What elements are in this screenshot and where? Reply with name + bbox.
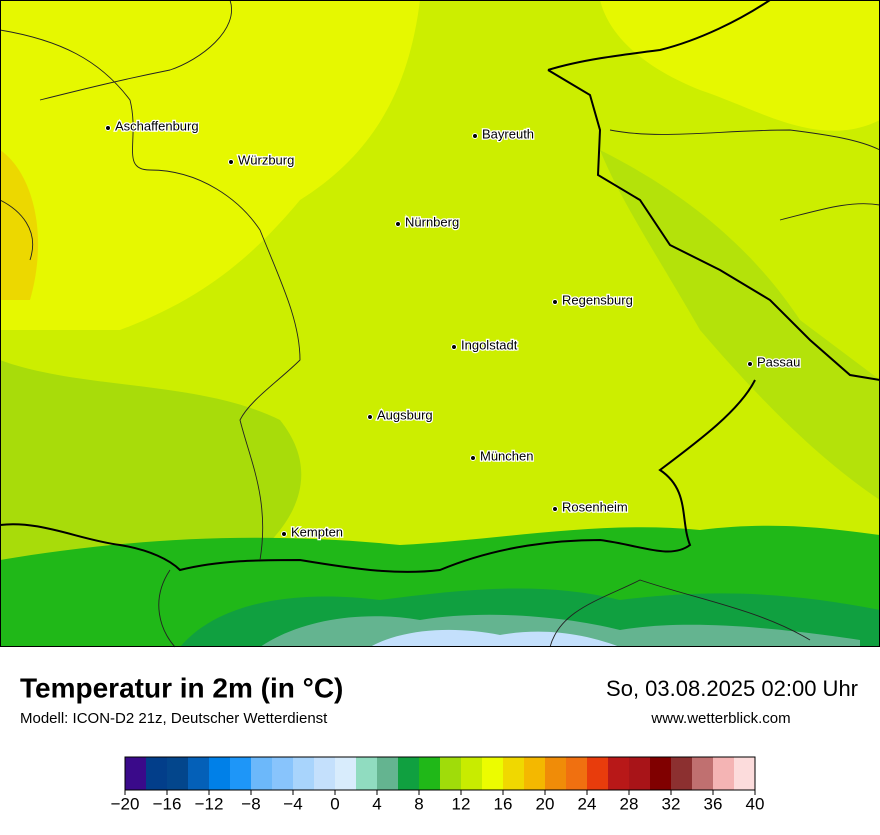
tick-label: 16: [494, 794, 513, 813]
tick-label: 36: [704, 794, 723, 813]
mild-region: [0, 360, 302, 570]
color-swatch: [272, 757, 294, 790]
city-dot: [472, 133, 478, 139]
city-label: München: [480, 448, 533, 463]
mild-region: [600, 150, 880, 500]
city-label: Nürnberg: [405, 214, 459, 229]
country-border: [547, 69, 880, 381]
color-swatch: [230, 757, 252, 790]
tick-label: 32: [662, 794, 681, 813]
color-swatch: [671, 757, 693, 790]
color-swatch: [461, 757, 483, 790]
city-dot: [281, 531, 287, 537]
city-labels: Aschaffenburg Würzburg Bayreuth Nürnberg Reg…: [105, 117, 802, 541]
tick-label: −8: [241, 794, 260, 813]
city-dot: [367, 414, 373, 420]
color-swatch: [314, 757, 336, 790]
tick-label: 28: [620, 794, 639, 813]
warm-region: [600, 0, 880, 131]
title: Temperatur in 2m (in °C): [20, 672, 343, 703]
date: So, 03.08.2025 02:00 Uhr: [606, 676, 858, 701]
color-swatch: [419, 757, 441, 790]
color-swatch: [587, 757, 609, 790]
city-dot: [228, 159, 234, 165]
color-swatch: [692, 757, 714, 790]
city-label: Rosenheim: [562, 499, 628, 514]
city-label: Ingolstadt: [461, 337, 518, 352]
city-label: Aschaffenburg: [115, 118, 199, 133]
warm-region: [0, 0, 420, 330]
color-swatch: [188, 757, 210, 790]
color-swatch: [377, 757, 399, 790]
city-dot: [105, 125, 111, 131]
color-swatch: [713, 757, 735, 790]
colorbar: −20 −16 −12 −8 −4 0 4 8 12 16 20 24 28 32 36 40: [111, 756, 765, 813]
state-border: [0, 29, 301, 561]
color-swatch: [146, 757, 168, 790]
city-dot: [470, 455, 476, 461]
city-dot: [747, 361, 753, 367]
subtitle: Modell: ICON-D2 21z, Deutscher Wetterdie…: [20, 710, 328, 727]
color-swatch: [167, 757, 189, 790]
city-label: Kempten: [291, 524, 343, 539]
color-swatch: [629, 757, 651, 790]
tick-label: 20: [536, 794, 555, 813]
map: [0, 0, 880, 648]
city-label: Bayreuth: [482, 126, 534, 141]
color-swatch: [335, 757, 357, 790]
color-swatch: [398, 757, 420, 790]
tick-label: −16: [153, 794, 182, 813]
state-border: [779, 203, 880, 221]
state-border: [609, 129, 880, 151]
tick-label: 4: [372, 794, 381, 813]
state-border: [549, 579, 811, 648]
source: www.wetterblick.com: [650, 710, 790, 727]
color-swatch: [650, 757, 672, 790]
state-border: [0, 199, 34, 261]
country-border: [0, 379, 756, 573]
city-dot: [451, 344, 457, 350]
color-swatch: [125, 757, 147, 790]
state-border: [39, 0, 232, 101]
tick-label: 0: [330, 794, 339, 813]
country-border: [547, 0, 771, 71]
colorbar-frame: [124, 756, 756, 791]
tick-label: −12: [195, 794, 224, 813]
color-swatch: [440, 757, 462, 790]
color-swatch: [545, 757, 567, 790]
color-swatch: [293, 757, 315, 790]
color-swatch: [482, 757, 504, 790]
city-label: Würzburg: [238, 152, 294, 167]
city-dot: [395, 221, 401, 227]
city-label: Passau: [757, 354, 800, 369]
city-dot: [552, 506, 558, 512]
state-border: [158, 569, 176, 648]
color-swatch: [251, 757, 273, 790]
alpine-region: [370, 629, 620, 647]
city-label: Augsburg: [377, 407, 433, 422]
color-swatch: [734, 757, 756, 790]
city-dot: [552, 299, 558, 305]
color-swatch: [566, 757, 588, 790]
color-swatch: [524, 757, 546, 790]
tick-label: 24: [578, 794, 597, 813]
tick-label: 8: [414, 794, 423, 813]
tick-label: −20: [111, 794, 140, 813]
color-swatch: [356, 757, 378, 790]
color-swatch: [608, 757, 630, 790]
tick-label: −4: [283, 794, 302, 813]
city-label: Regensburg: [562, 292, 633, 307]
warm-region: [0, 150, 39, 300]
tick-label: 12: [452, 794, 471, 813]
color-swatch: [209, 757, 231, 790]
color-swatch: [503, 757, 525, 790]
tick-label: 40: [746, 794, 765, 813]
